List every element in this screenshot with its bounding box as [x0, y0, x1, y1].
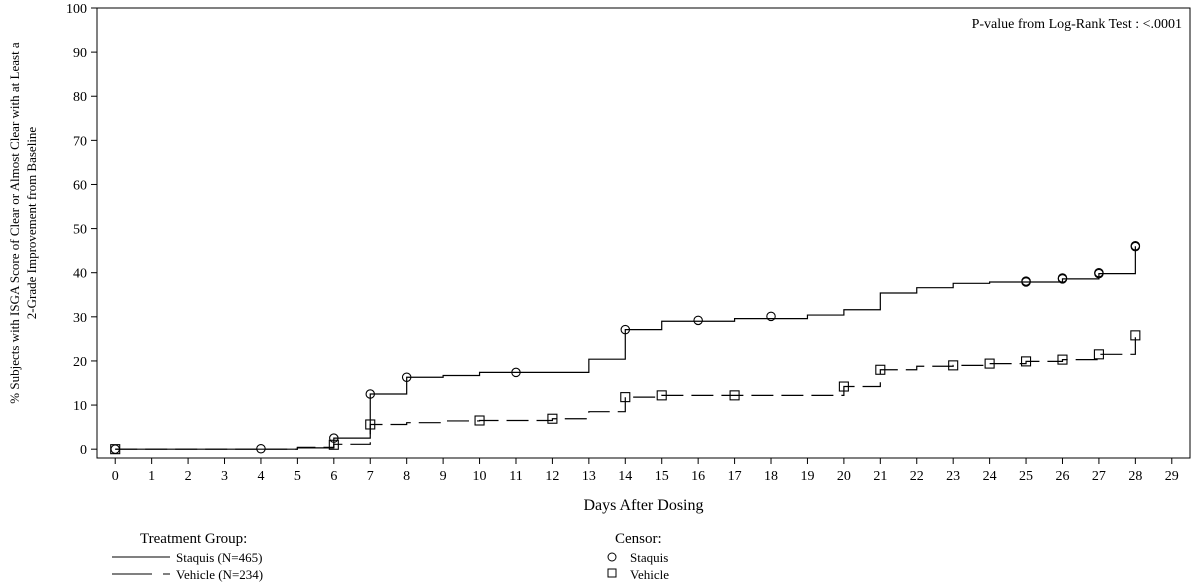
y-axis-title-line-1: % Subjects with ISGA Score of Clear or A… [7, 42, 22, 404]
y-tick-label: 20 [73, 355, 87, 370]
y-tick-label: 60 [73, 178, 87, 193]
series-line-2 [115, 335, 1136, 450]
censor-marker-circle [511, 367, 521, 378]
censor-marker-square [838, 381, 849, 392]
legend-treatment: Treatment Group: Staquis (N=465) Vehicle… [112, 531, 263, 582]
y-axis-title-line-2: 2-Grade Improvement from Baseline [24, 127, 39, 320]
x-tick-label: 6 [330, 469, 337, 484]
x-tick-label: 13 [582, 469, 596, 484]
x-tick-label: 24 [983, 469, 997, 484]
x-tick-label: 23 [946, 469, 960, 484]
censor-marker-square [1057, 354, 1068, 365]
y-tick-label: 50 [73, 223, 87, 238]
x-tick-label: 25 [1019, 469, 1033, 484]
y-tick-label: 30 [73, 311, 87, 326]
y-axis-title: % Subjects with ISGA Score of Clear or A… [7, 42, 39, 404]
censor-marker-square [547, 413, 558, 424]
censor-marker-square [365, 419, 376, 430]
x-tick-label: 10 [473, 469, 487, 484]
x-tick-label: 8 [403, 469, 410, 484]
x-tick-label: 16 [691, 469, 705, 484]
x-tick-label: 1 [148, 469, 155, 484]
x-tick-label: 0 [112, 469, 119, 484]
censor-marker-circle [620, 324, 631, 335]
censor-marker-square [1020, 356, 1032, 367]
x-tick-label: 11 [509, 469, 522, 484]
x-axis-title: Days After Dosing [584, 497, 704, 514]
y-tick-label: 80 [73, 90, 87, 105]
x-tick-label: 22 [910, 469, 924, 484]
x-tick-label: 17 [728, 469, 742, 484]
censor-marker-circle [1094, 267, 1104, 278]
x-tick-label: 5 [294, 469, 301, 484]
legend-censor: Censor: Staquis Vehicle [607, 531, 669, 582]
tick-layer: 0 1 2 3 4 5 6 7 8 9 10 11 12 13 14 15 16 17 18 19 20 21 22 23 24… [66, 2, 1179, 484]
censor-marker-circle [693, 315, 703, 326]
censor-marker-square [984, 358, 995, 369]
x-tick-label: 3 [221, 469, 228, 484]
y-tick-label: 10 [73, 399, 87, 414]
y-tick-label: 40 [73, 267, 87, 282]
legend-censor-1-label: Staquis [630, 550, 668, 565]
legend-censor-2-label: Vehicle [630, 567, 669, 582]
censor-marker-square [875, 364, 886, 375]
censor-marker-square [1130, 330, 1141, 341]
censor-marker-circle [766, 311, 776, 322]
y-tick-label: 0 [80, 443, 87, 458]
censor-marker-square [1093, 349, 1104, 360]
x-tick-label: 29 [1165, 469, 1179, 484]
legend-series-2-label: Vehicle (N=234) [176, 567, 263, 582]
y-tick-label: 70 [73, 134, 87, 149]
censor-marker-square [110, 444, 121, 455]
legend-censor-title: Censor: [615, 531, 662, 547]
censor-marker-circle [1130, 241, 1141, 251]
x-tick-label: 18 [764, 469, 778, 484]
x-tick-label: 14 [618, 469, 632, 484]
censor-marker-circle [1021, 276, 1031, 286]
censor-marker-square [474, 415, 485, 426]
censor-marker-square [948, 360, 959, 371]
x-tick-label: 7 [367, 469, 374, 484]
censor-marker-square [328, 439, 339, 450]
x-tick-label: 27 [1092, 469, 1106, 484]
legend-circle-marker [607, 552, 617, 562]
plot-frame [96, 7, 1191, 459]
censor-marker-circle [329, 433, 339, 443]
y-tick-label: 100 [66, 2, 87, 17]
censor-marker-square [656, 390, 667, 401]
x-tick-label: 12 [545, 469, 559, 484]
censor-marker-square [620, 392, 631, 403]
legend-treatment-title: Treatment Group: [140, 531, 247, 547]
x-tick-label: 15 [655, 469, 669, 484]
x-tick-label: 9 [440, 469, 447, 484]
x-tick-label: 28 [1128, 469, 1142, 484]
series-line-1 [115, 246, 1136, 450]
x-tick-label: 21 [873, 469, 887, 484]
legend-square-marker [607, 568, 617, 578]
series-layer [110, 241, 1141, 455]
censor-marker-circle [1057, 273, 1068, 283]
pvalue-annotation: P-value from Log-Rank Test : <.0001 [972, 17, 1182, 32]
x-tick-label: 20 [837, 469, 851, 484]
legend-series-1-label: Staquis (N=465) [176, 550, 262, 565]
y-tick-label: 90 [73, 46, 87, 61]
censor-marker-square [729, 390, 740, 401]
x-tick-label: 26 [1055, 469, 1069, 484]
x-tick-label: 19 [800, 469, 814, 484]
censor-marker-circle [365, 389, 375, 399]
x-tick-label: 2 [185, 469, 192, 484]
censor-marker-circle [401, 372, 412, 383]
x-tick-label: 4 [257, 469, 264, 484]
